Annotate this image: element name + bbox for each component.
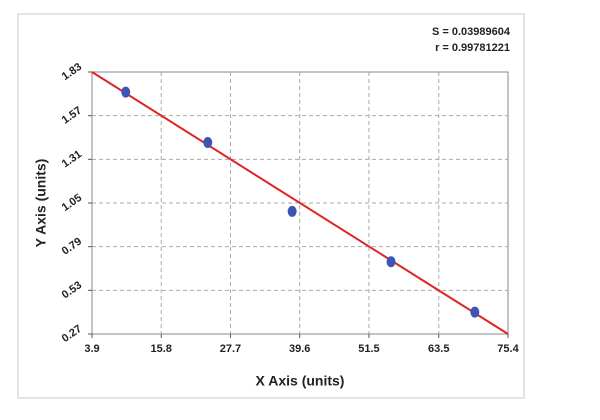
data-point bbox=[386, 256, 396, 268]
data-point bbox=[470, 306, 480, 318]
data-point bbox=[203, 137, 213, 149]
annotation: r = 0.99781221 bbox=[435, 42, 510, 54]
data-point bbox=[287, 205, 297, 217]
data-point bbox=[121, 86, 131, 98]
x-tick-label: 51.5 bbox=[358, 343, 379, 355]
x-tick-label: 63.5 bbox=[428, 343, 449, 355]
fit-line bbox=[91, 71, 509, 335]
x-tick-label: 27.7 bbox=[220, 343, 241, 355]
x-tick-label: 75.4 bbox=[497, 343, 519, 355]
annotation: S = 0.03989604 bbox=[432, 26, 511, 38]
x-tick-label: 39.6 bbox=[289, 343, 310, 355]
x-axis-label: X Axis (units) bbox=[256, 373, 345, 389]
x-tick-label: 15.8 bbox=[151, 343, 172, 355]
y-axis-label: Y Axis (units) bbox=[33, 159, 49, 248]
x-tick-label: 3.9 bbox=[84, 343, 99, 355]
